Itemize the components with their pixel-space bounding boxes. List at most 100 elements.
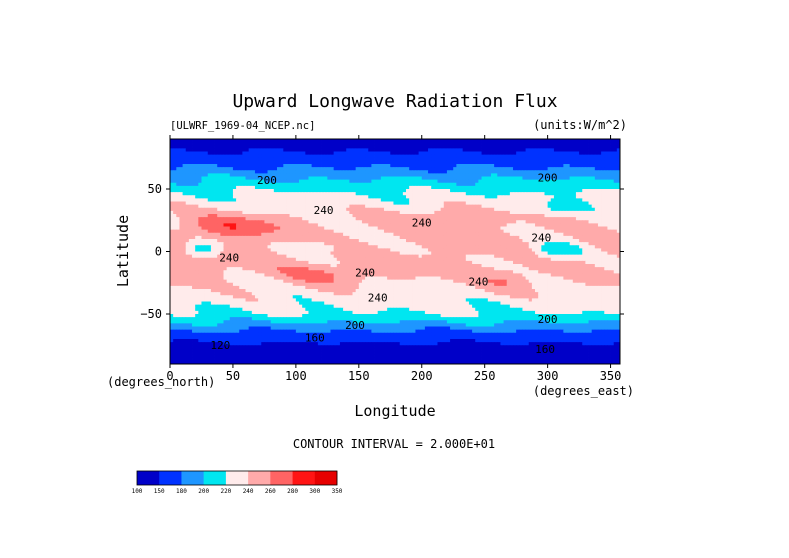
heatmap-cell	[188, 210, 193, 215]
heatmap-cell	[324, 242, 328, 246]
heatmap-cell	[311, 192, 316, 196]
heatmap-cell	[465, 185, 470, 190]
heatmap-cell	[553, 235, 558, 240]
heatmap-cell	[453, 210, 457, 215]
heatmap-cell	[390, 157, 394, 162]
heatmap-cell	[339, 226, 344, 231]
heatmap-cell	[519, 167, 523, 171]
heatmap-cell	[198, 176, 202, 181]
heatmap-cell	[173, 195, 177, 199]
heatmap-cell	[261, 239, 265, 243]
heatmap-cell	[239, 207, 243, 212]
heatmap-cell	[591, 176, 596, 181]
heatmap-cell	[616, 198, 621, 202]
heatmap-cell	[198, 220, 202, 224]
heatmap-cell	[377, 142, 382, 146]
heatmap-cell	[210, 204, 215, 209]
heatmap-cell	[343, 164, 347, 168]
heatmap-cell	[280, 148, 284, 152]
heatmap-cell	[428, 226, 432, 231]
heatmap-cell	[358, 214, 363, 218]
heatmap-cell	[251, 204, 256, 209]
heatmap-cell	[535, 192, 539, 196]
heatmap-cell	[321, 207, 325, 212]
heatmap-cell	[321, 145, 325, 149]
heatmap-cell	[308, 198, 313, 202]
heatmap-cell	[569, 157, 574, 162]
heatmap-cell	[434, 154, 438, 159]
heatmap-cell	[418, 235, 423, 240]
heatmap-cell	[582, 170, 586, 174]
heatmap-cell	[232, 182, 237, 187]
heatmap-cell	[349, 223, 353, 227]
heatmap-cell	[563, 223, 567, 227]
heatmap-cell	[195, 195, 199, 199]
heatmap-cell	[585, 198, 589, 202]
heatmap-cell	[553, 139, 558, 143]
heatmap-cell	[314, 220, 319, 224]
heatmap-cell	[248, 182, 253, 187]
heatmap-cell	[217, 239, 221, 243]
heatmap-cell	[531, 245, 536, 249]
heatmap-cell	[283, 207, 287, 212]
heatmap-cell	[506, 214, 511, 218]
heatmap-cell	[321, 232, 325, 237]
heatmap-cell	[535, 232, 539, 237]
heatmap-cell	[236, 198, 240, 202]
heatmap-cell	[251, 207, 256, 212]
heatmap-cell	[547, 164, 552, 168]
heatmap-cell	[607, 192, 611, 196]
heatmap-cell	[484, 235, 489, 240]
heatmap-cell	[236, 235, 240, 240]
heatmap-cell	[374, 204, 379, 209]
heatmap-cell	[393, 189, 397, 193]
heatmap-cell	[339, 167, 344, 171]
heatmap-cell	[456, 182, 460, 187]
heatmap-cell	[456, 245, 460, 249]
heatmap-cell	[563, 145, 567, 149]
heatmap-cell	[273, 167, 278, 171]
heatmap-cell	[478, 235, 482, 240]
heatmap-cell	[541, 173, 545, 177]
heatmap-cell	[371, 176, 375, 181]
heatmap-cell	[560, 185, 564, 190]
heatmap-cell	[547, 201, 552, 206]
heatmap-cell	[251, 170, 256, 174]
heatmap-cell	[528, 185, 533, 190]
heatmap-cell	[182, 145, 187, 149]
heatmap-cell	[468, 170, 473, 174]
heatmap-cell	[352, 226, 357, 231]
heatmap-cell	[607, 214, 611, 218]
heatmap-cell	[286, 189, 290, 193]
heatmap-cell	[352, 201, 357, 206]
heatmap-cell	[393, 170, 397, 174]
heatmap-cell	[229, 160, 234, 165]
heatmap-cell	[314, 164, 319, 168]
heatmap-cell	[406, 139, 410, 143]
heatmap-cell	[506, 217, 511, 221]
heatmap-cell	[453, 185, 457, 190]
heatmap-cell	[289, 167, 294, 171]
heatmap-cell	[513, 214, 517, 218]
heatmap-cell	[387, 223, 391, 227]
heatmap-cell	[566, 204, 571, 209]
heatmap-cell	[236, 210, 240, 215]
heatmap-cell	[597, 232, 602, 237]
heatmap-cell	[566, 145, 571, 149]
heatmap-cell	[484, 182, 489, 187]
heatmap-cell	[377, 207, 382, 212]
heatmap-cell	[597, 239, 602, 243]
heatmap-cell	[390, 179, 394, 184]
heatmap-cell	[421, 235, 426, 240]
heatmap-cell	[424, 242, 429, 246]
heatmap-cell	[336, 160, 341, 165]
heatmap-cell	[572, 214, 577, 218]
heatmap-cell	[450, 207, 454, 212]
heatmap-cell	[421, 182, 426, 187]
heatmap-cell	[280, 235, 284, 240]
heatmap-cell	[267, 226, 272, 231]
heatmap-cell	[437, 173, 442, 177]
heatmap-cell	[415, 167, 419, 171]
heatmap-cell	[229, 198, 234, 202]
heatmap-cell	[352, 242, 357, 246]
